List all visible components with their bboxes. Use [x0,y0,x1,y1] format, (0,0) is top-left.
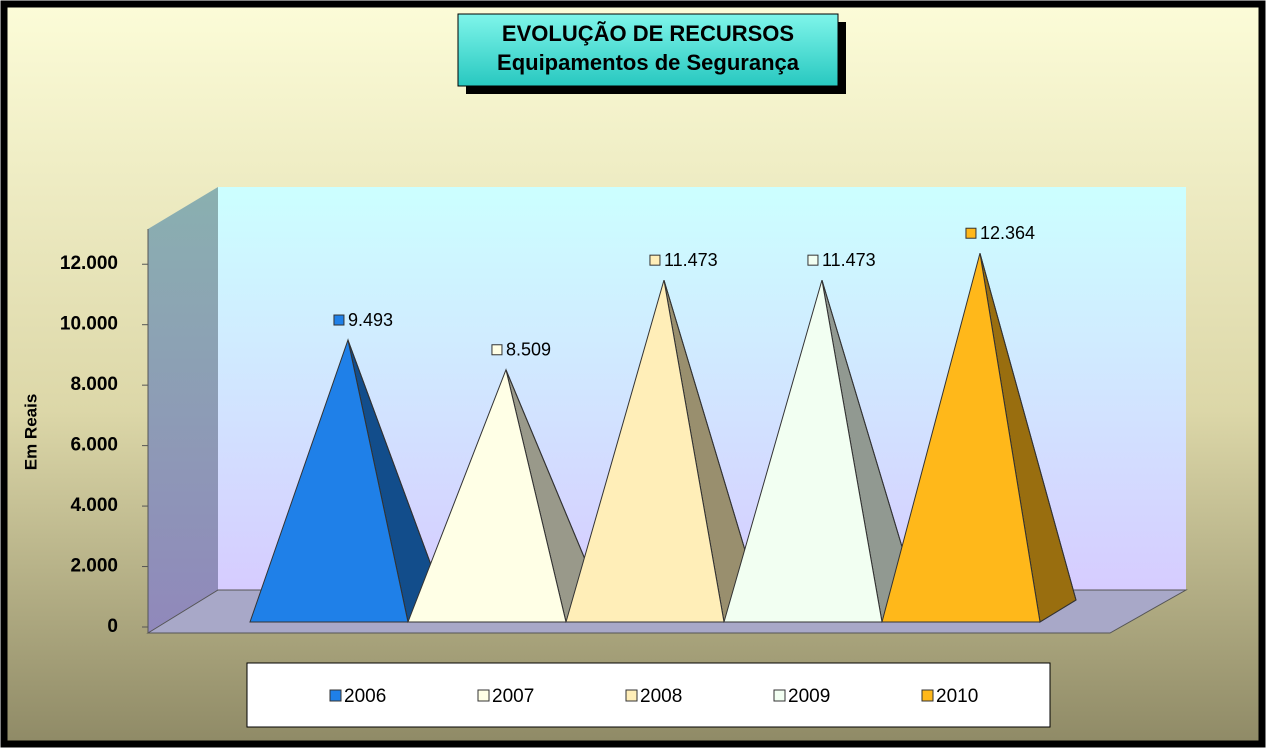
bar [723,280,883,623]
side-wall [148,187,218,633]
value-label-marker [965,227,977,239]
legend-marker [625,689,638,702]
bar [407,368,567,623]
y-tick-label: 12.000 [60,253,118,274]
value-label: 8.509 [506,340,551,360]
legend-label: 2006 [344,686,386,707]
value-label-marker [649,254,661,266]
legend-label: 2010 [936,686,978,707]
legend-label: 2008 [640,686,682,707]
y-tick-label: 2.000 [70,556,118,577]
value-label: 9.493 [348,310,393,330]
y-tick-label: 8.000 [70,374,118,395]
chart-subtitle: Equipamentos de Segurança [497,50,800,75]
value-label-marker [807,254,819,266]
legend-marker [477,689,490,702]
value-label-marker [491,344,503,356]
value-label: 11.473 [822,250,876,270]
value-label-marker [333,314,345,326]
chart-title: EVOLUÇÃO DE RECURSOS [502,21,794,46]
value-label: 11.473 [664,250,718,270]
legend-marker [329,689,342,702]
y-axis-label: Em Reais [21,394,40,471]
y-tick-label: 10.000 [60,314,118,335]
legend-label: 2007 [492,686,534,707]
legend-marker [921,689,934,702]
bar [565,280,725,623]
bar [249,338,409,623]
bar [881,253,1041,623]
y-tick-label: 6.000 [70,435,118,456]
y-tick-label: 4.000 [70,495,118,516]
legend-label: 2009 [788,686,830,707]
legend [246,662,1051,728]
y-tick-label: 0 [107,616,118,637]
value-label: 12.364 [980,223,1035,243]
title-box [457,13,839,87]
legend-marker [773,689,786,702]
